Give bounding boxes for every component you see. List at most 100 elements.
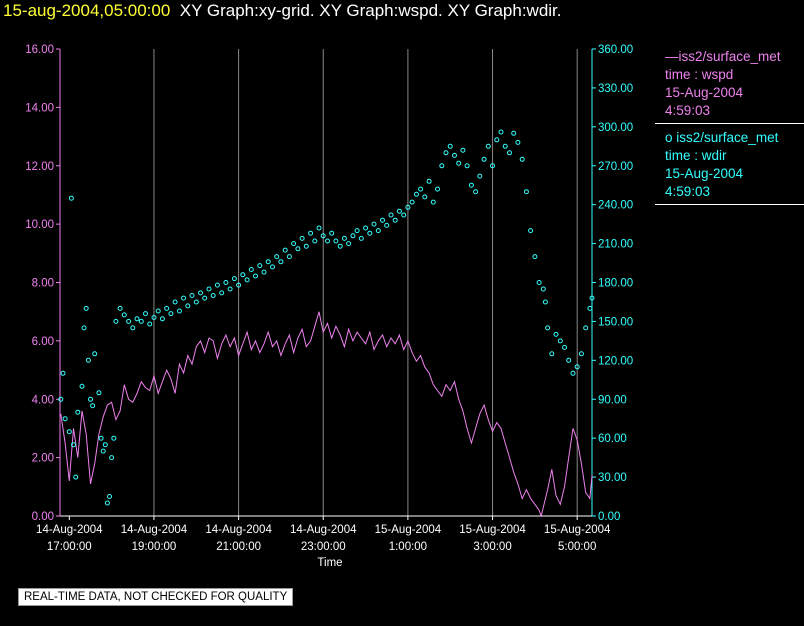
wdir-point-125: [542, 299, 548, 305]
wdir-point-89: [392, 217, 398, 223]
wdir-point-55: [248, 267, 254, 272]
wdir-point-16: [98, 435, 104, 441]
y-right-tick-label-12: 360.00: [598, 44, 633, 56]
wdir-point-80: [354, 228, 360, 234]
y-left-tick-label-4: 8.00: [32, 278, 54, 290]
wdir-point-14: [92, 351, 98, 357]
wdir-point-109: [477, 173, 483, 179]
wdir-point-0: [58, 396, 64, 402]
wdir-point-59: [265, 259, 271, 265]
wdir-point-102: [447, 143, 453, 149]
wdir-point-18: [102, 442, 108, 448]
wdir-point-83: [367, 230, 373, 236]
wdir-point-127: [549, 351, 555, 357]
y-right-tick-label-8: 240.00: [598, 200, 633, 212]
y-left-tick-label-7: 14.00: [25, 102, 54, 114]
wdir-point-103: [452, 152, 457, 158]
wdir-point-136: [587, 305, 593, 311]
wdir-point-52: [236, 282, 242, 288]
wdir-point-54: [244, 277, 250, 283]
wdir-point-62: [278, 259, 284, 265]
wdir-point-50: [227, 286, 233, 292]
wdir-point-47: [214, 282, 220, 288]
y-right-tick-label-9: 270.00: [598, 161, 633, 173]
wdir-point-10: [83, 305, 89, 311]
y-right-tick-label-6: 180.00: [598, 278, 633, 290]
wdir-point-99: [435, 186, 440, 192]
wdir-point-132: [570, 370, 576, 376]
x-tick-label-time-3: 23:00:00: [301, 541, 346, 553]
legend-wdir-date: 15-Aug-2004: [665, 166, 744, 181]
wdir-point-51: [231, 276, 237, 282]
legend-wspd-marker: —: [665, 49, 679, 64]
wdir-point-40: [185, 303, 191, 309]
wdir-point-110: [481, 156, 487, 162]
wdir-point-20: [107, 494, 112, 499]
y-left-tick-label-1: 2.00: [32, 453, 54, 465]
wdir-point-114: [498, 129, 504, 135]
x-axis-label: Time: [317, 557, 342, 569]
wdir-point-46: [210, 293, 216, 298]
y-left-tick-label-2: 4.00: [32, 394, 54, 406]
wdir-point-69: [308, 230, 314, 236]
wdir-point-44: [202, 295, 208, 301]
wdir-point-123: [536, 280, 542, 285]
wdir-point-17: [100, 448, 106, 454]
x-tick-label-date-5: 15-Aug-2004: [459, 524, 526, 536]
wdir-point-56: [253, 273, 258, 279]
wdir-point-48: [219, 290, 225, 296]
plot-timestamp: 15-aug-2004,05:00:00: [3, 1, 171, 20]
y-right-tick-label-7: 210.00: [598, 239, 633, 251]
wdir-point-19: [104, 500, 110, 506]
wdir-point-82: [363, 225, 369, 231]
wdir-point-133: [574, 364, 580, 370]
y-right-tick-label-11: 330.00: [598, 83, 633, 95]
wdir-point-7: [75, 409, 81, 415]
wdir-point-67: [299, 235, 305, 241]
wdir-point-30: [143, 311, 148, 317]
legend-wspd-time: 4:59:03: [665, 103, 711, 118]
wdir-point-106: [464, 163, 470, 169]
wdir-point-24: [117, 305, 123, 311]
wdir-point-72: [320, 233, 326, 239]
wdir-point-58: [261, 269, 267, 275]
wdir-point-35: [164, 305, 170, 311]
wdir-point-21: [109, 455, 115, 461]
wdir-point-11: [85, 357, 91, 363]
wdir-point-33: [155, 308, 161, 314]
wdir-point-4: [68, 195, 74, 201]
wdir-point-15: [96, 390, 102, 396]
x-tick-label-date-2: 14-Aug-2004: [205, 524, 272, 536]
y-right-tick-label-5: 150.00: [598, 316, 633, 328]
legend-entry-wspd: —iss2/surface_met time : wspd 15-Aug-200…: [655, 47, 804, 124]
wdir-point-95: [418, 186, 424, 192]
wdir-point-61: [274, 254, 280, 260]
wdir-point-68: [303, 243, 309, 249]
wdir-point-122: [532, 254, 538, 260]
x-tick-label-date-4: 15-Aug-2004: [375, 524, 442, 536]
quality-disclaimer: REAL-TIME DATA, NOT CHECKED FOR QUALITY: [18, 588, 294, 606]
wdir-point-113: [494, 137, 500, 143]
plot-titles: XY Graph:xy-grid. XY Graph:wspd. XY Grap…: [179, 1, 562, 20]
wdir-point-53: [240, 272, 246, 278]
wdir-point-86: [380, 217, 385, 223]
wdir-point-124: [540, 286, 546, 292]
wdir-point-128: [553, 331, 559, 337]
wdir-point-42: [193, 299, 199, 305]
wdir-point-90: [396, 208, 402, 214]
wdir-point-64: [286, 254, 292, 260]
plot-header: 15-aug-2004,05:00:00 XY Graph:xy-grid. X…: [3, 1, 562, 21]
x-tick-label-date-6: 15-Aug-2004: [544, 524, 611, 536]
wdir-point-6: [73, 474, 79, 480]
x-tick-label-time-6: 5:00:00: [558, 541, 596, 553]
wdir-point-38: [176, 308, 182, 314]
wdir-point-85: [375, 228, 381, 234]
wdir-point-119: [519, 156, 525, 162]
x-tick-label-time-4: 1:00:00: [389, 541, 427, 553]
wdir-point-9: [81, 325, 87, 331]
x-tick-label-date-3: 14-Aug-2004: [290, 524, 357, 536]
x-tick-label-time-0: 17:00:00: [47, 541, 92, 553]
y-left-tick-label-3: 6.00: [32, 336, 54, 348]
y-right-tick-label-2: 60.00: [598, 433, 627, 445]
wdir-point-60: [270, 264, 275, 270]
